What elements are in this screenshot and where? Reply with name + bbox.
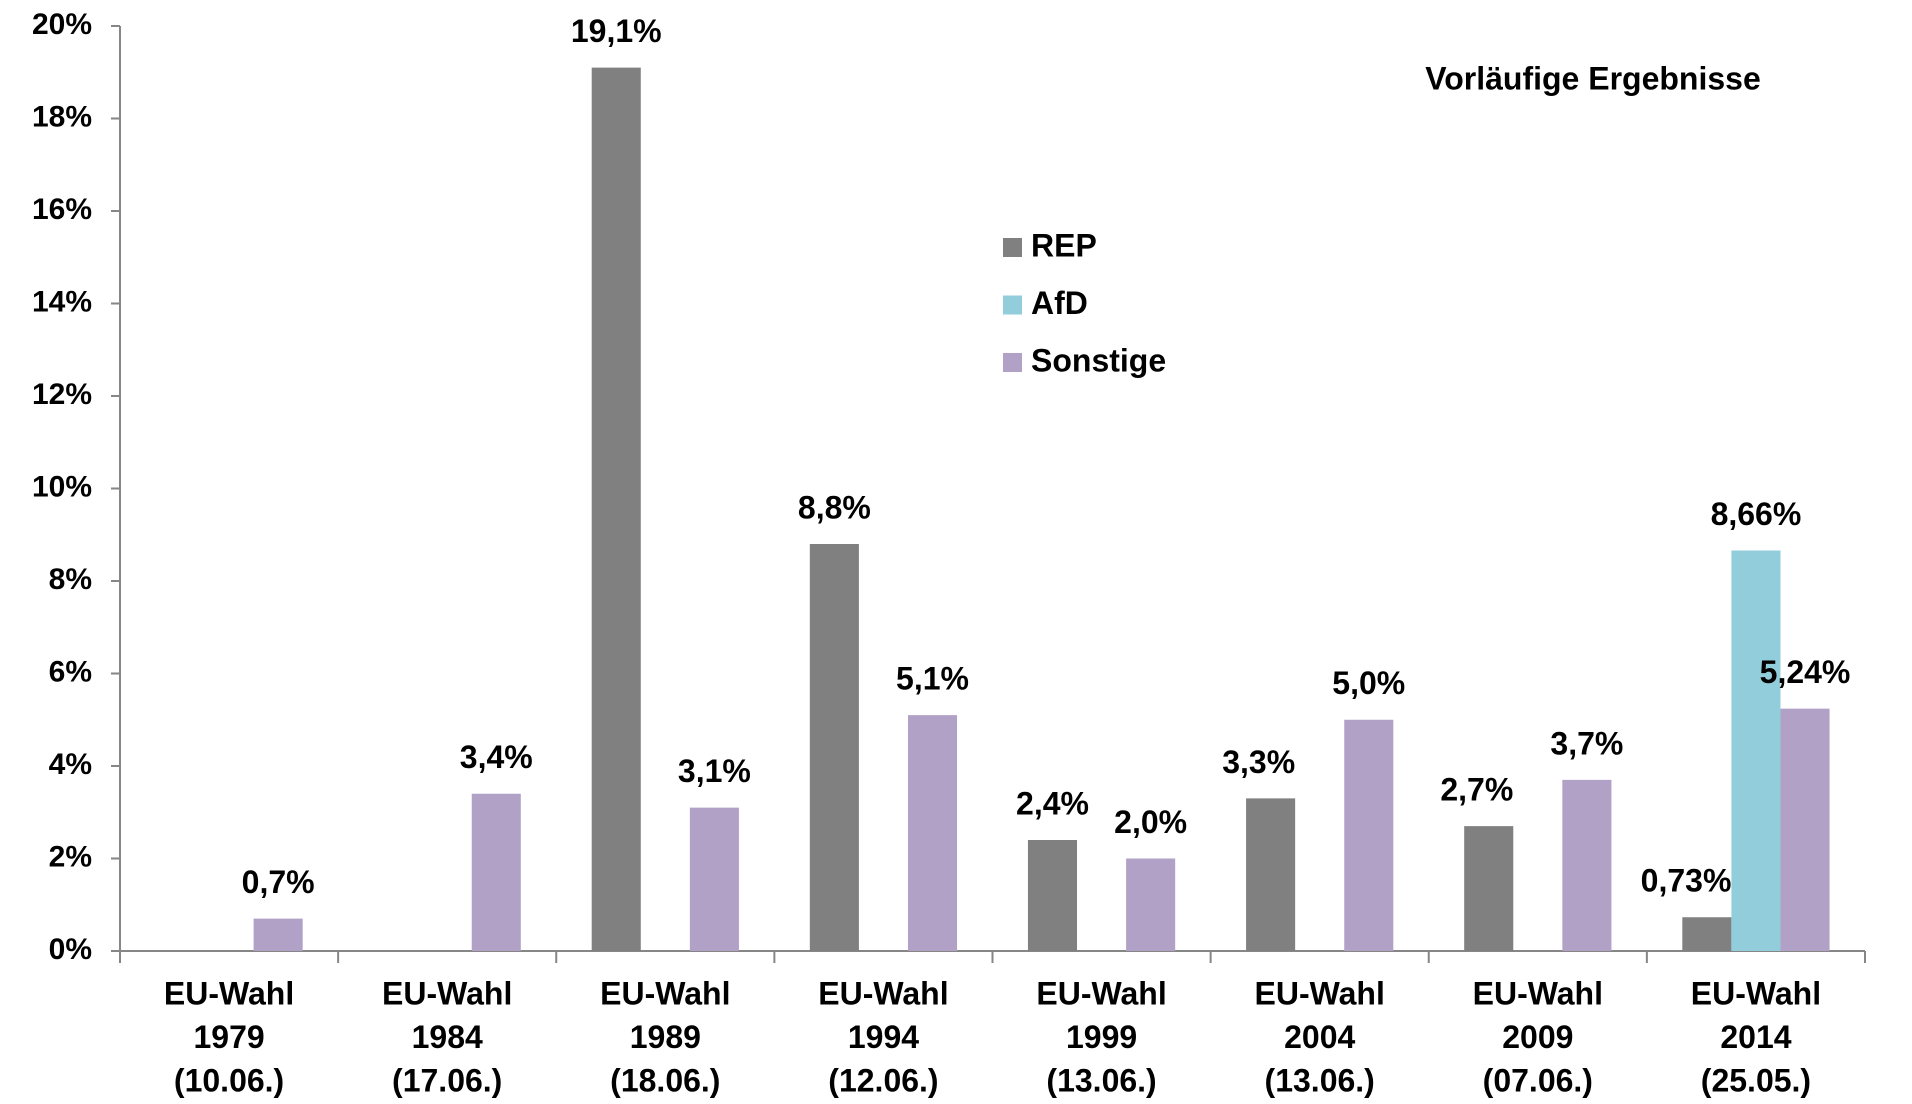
x-tick-label: EU-Wahl (1036, 975, 1166, 1011)
bar (1682, 917, 1732, 951)
x-tick-label: (07.06.) (1483, 1062, 1593, 1098)
y-tick-label: 20% (32, 8, 92, 41)
x-tick-label: 2014 (1720, 1019, 1791, 1055)
y-tick-label: 6% (49, 655, 92, 688)
x-tick-label: EU-Wahl (1473, 975, 1603, 1011)
x-tick-label: (10.06.) (174, 1062, 284, 1098)
value-label: 0,73% (1641, 863, 1732, 899)
bar (1344, 719, 1394, 951)
bar (1126, 858, 1176, 951)
bar (1562, 779, 1612, 951)
legend-label: REP (1031, 227, 1097, 263)
value-label: 5,24% (1760, 654, 1851, 690)
y-tick-label: 4% (49, 748, 92, 781)
value-label: 2,4% (1016, 785, 1089, 821)
bar (471, 793, 521, 951)
x-tick-label: 1994 (848, 1019, 919, 1055)
x-tick-label: EU-Wahl (600, 975, 730, 1011)
x-tick-label: EU-Wahl (164, 975, 294, 1011)
legend-swatch (1003, 295, 1022, 315)
value-label: 0,7% (242, 864, 315, 900)
legend-label: Sonstige (1031, 342, 1166, 378)
x-tick-label: (13.06.) (1265, 1062, 1375, 1098)
value-label: 3,3% (1222, 744, 1295, 780)
y-tick-label: 2% (49, 840, 92, 873)
value-label: 5,1% (896, 661, 969, 697)
chart-title: Vorläufige Ergebnisse (1425, 60, 1761, 96)
x-tick-label: (13.06.) (1046, 1062, 1156, 1098)
legend-label: AfD (1031, 285, 1088, 321)
value-label: 2,7% (1440, 772, 1513, 808)
bar (253, 918, 303, 951)
value-label: 3,4% (460, 739, 533, 775)
x-tick-label: EU-Wahl (1255, 975, 1385, 1011)
bar (591, 67, 641, 951)
y-tick-label: 0% (49, 933, 92, 966)
x-tick-label: (25.05.) (1701, 1062, 1811, 1098)
x-tick-label: 1979 (193, 1019, 264, 1055)
bar (1780, 708, 1830, 951)
bar (1027, 840, 1078, 951)
value-label: 3,1% (678, 753, 751, 789)
x-tick-label: 2004 (1284, 1019, 1355, 1055)
y-tick-label: 12% (32, 378, 92, 411)
x-tick-label: EU-Wahl (382, 975, 512, 1011)
x-tick-label: 2009 (1502, 1019, 1573, 1055)
x-tick-label: (18.06.) (610, 1062, 720, 1098)
x-tick-label: (17.06.) (392, 1062, 502, 1098)
value-label: 19,1% (571, 13, 662, 49)
x-tick-label: (12.06.) (828, 1062, 938, 1098)
bar (907, 715, 958, 951)
bar (1731, 550, 1781, 951)
x-tick-label: 1989 (630, 1019, 701, 1055)
x-tick-label: EU-Wahl (818, 975, 948, 1011)
bar (1246, 798, 1296, 951)
bar (1464, 826, 1514, 951)
x-tick-label: EU-Wahl (1691, 975, 1821, 1011)
bar (809, 544, 859, 951)
x-tick-label: 1984 (412, 1019, 483, 1055)
y-tick-label: 16% (32, 193, 92, 226)
legend-swatch (1003, 238, 1022, 257)
value-label: 8,66% (1711, 496, 1802, 532)
value-label: 5,0% (1332, 665, 1405, 701)
value-label: 3,7% (1550, 725, 1623, 761)
y-tick-label: 18% (32, 100, 92, 133)
bar (689, 807, 739, 951)
y-tick-label: 10% (32, 470, 92, 503)
y-tick-label: 8% (49, 563, 92, 596)
y-tick-label: 14% (32, 285, 92, 318)
value-label: 2,0% (1114, 804, 1187, 840)
value-label: 8,8% (798, 489, 871, 525)
x-tick-label: 1999 (1066, 1019, 1137, 1055)
legend-swatch (1003, 353, 1022, 372)
